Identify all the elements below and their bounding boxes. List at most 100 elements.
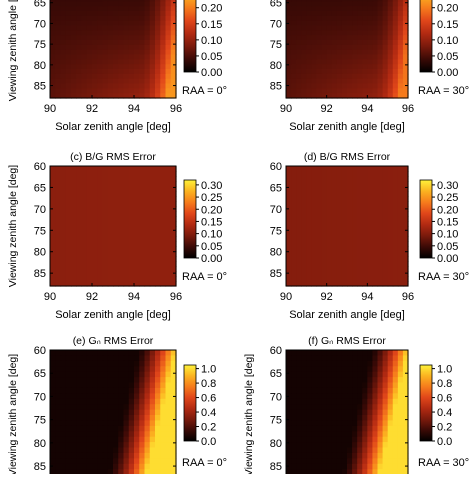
heatmap-cell	[170, 442, 177, 449]
heatmap-cell	[357, 360, 363, 367]
heatmap-cell	[291, 236, 297, 242]
heatmap-cell	[291, 382, 297, 389]
heatmap-cell	[321, 88, 328, 94]
heatmap-cell	[102, 44, 109, 51]
heatmap-cell	[336, 266, 343, 272]
heatmap-cell	[316, 276, 323, 282]
heatmap-cell	[296, 0, 302, 2]
heatmap-cell	[352, 44, 358, 51]
heatmap-cell	[296, 166, 302, 172]
heatmap-cell	[97, 191, 104, 197]
heatmap-cell	[397, 64, 404, 70]
heatmap-cell	[55, 186, 62, 192]
heatmap-cell	[336, 11, 343, 17]
heatmap-cell	[134, 377, 140, 384]
heatmap-cell	[357, 59, 363, 65]
heatmap-cell	[134, 415, 140, 422]
heatmap-cell	[367, 35, 374, 41]
heatmap-cell	[311, 69, 318, 75]
heatmap-cell	[107, 20, 114, 27]
heatmap-cell	[50, 458, 56, 465]
heatmap-cell	[50, 463, 56, 470]
heatmap-cell	[139, 40, 146, 46]
heatmap-cell	[81, 350, 88, 357]
heatmap-cell	[311, 251, 318, 257]
heatmap-cell	[144, 382, 151, 389]
heatmap-cell	[336, 382, 343, 389]
heatmap-cell	[97, 0, 104, 2]
heatmap-cell	[392, 447, 399, 454]
heatmap-cell	[149, 11, 156, 17]
heatmap-cell	[367, 447, 374, 454]
heatmap-cell	[50, 409, 56, 416]
heatmap-cell	[347, 15, 353, 22]
heatmap-cell	[86, 256, 93, 262]
heatmap-cell	[397, 463, 404, 470]
heatmap-cell	[60, 40, 67, 46]
heatmap-cell	[76, 191, 83, 197]
heatmap-cell	[155, 266, 161, 272]
heatmap-cell	[160, 276, 167, 282]
heatmap-cell	[113, 415, 119, 422]
heatmap-cell	[291, 78, 297, 85]
heatmap-cell	[113, 246, 119, 252]
heatmap-cell	[331, 231, 338, 237]
heatmap-cell	[149, 73, 156, 80]
heatmap-cell	[286, 44, 292, 51]
heatmap-cell	[347, 231, 353, 237]
heatmap-cell	[352, 35, 358, 41]
heatmap-cell	[347, 409, 353, 416]
heatmap-cell	[372, 469, 379, 476]
heatmap-cell	[86, 231, 93, 237]
heatmap-cell	[367, 415, 374, 422]
heatmap-cell	[155, 221, 161, 227]
heatmap-cell	[118, 30, 125, 36]
heatmap-cell	[321, 236, 328, 242]
heatmap-cell	[301, 171, 307, 177]
heatmap-cell	[291, 256, 297, 262]
heatmap-cell	[402, 221, 409, 227]
heatmap-cell	[367, 201, 374, 207]
heatmap-cell	[362, 458, 368, 465]
heatmap-cell	[367, 271, 374, 277]
panel-title: (f) Gₙ RMS Error	[308, 335, 386, 347]
heatmap-cell	[377, 241, 384, 247]
heatmap-cell	[392, 241, 399, 247]
heatmap-cell	[321, 431, 328, 438]
heatmap-cell	[331, 11, 338, 17]
colorbar-tick-label: 0.6	[437, 393, 452, 405]
heatmap-cell	[128, 415, 135, 422]
heatmap-cell	[155, 281, 161, 287]
heatmap-cell	[92, 226, 98, 232]
heatmap-cell	[311, 35, 318, 41]
heatmap-cell	[372, 83, 379, 89]
heatmap-cell	[336, 191, 343, 197]
heatmap-cell	[341, 360, 348, 367]
heatmap-cell	[316, 251, 323, 257]
heatmap-cell	[149, 40, 156, 46]
heatmap-cell	[362, 442, 368, 449]
heatmap-cell	[341, 64, 348, 70]
heatmap-cell	[311, 404, 318, 411]
heatmap-cell	[326, 251, 333, 257]
heatmap-cell	[392, 377, 399, 384]
heatmap-cell	[387, 1, 394, 7]
heatmap-cell	[139, 191, 146, 197]
heatmap-cell	[86, 246, 93, 252]
heatmap-cell	[144, 6, 151, 12]
heatmap-cell	[97, 425, 104, 432]
heatmap-cell	[392, 0, 399, 2]
heatmap-cell	[402, 425, 409, 432]
heatmap-cell	[139, 83, 146, 89]
heatmap-cell	[102, 25, 109, 31]
heatmap-cell	[81, 231, 88, 237]
heatmap-cell	[321, 211, 328, 217]
heatmap-cell	[149, 469, 156, 476]
heatmap-cell	[296, 281, 302, 287]
heatmap-cell	[134, 404, 140, 411]
heatmap-cell	[170, 251, 177, 257]
heatmap-cell	[316, 30, 323, 36]
heatmap-cell	[102, 1, 109, 7]
heatmap-cell	[50, 226, 56, 232]
